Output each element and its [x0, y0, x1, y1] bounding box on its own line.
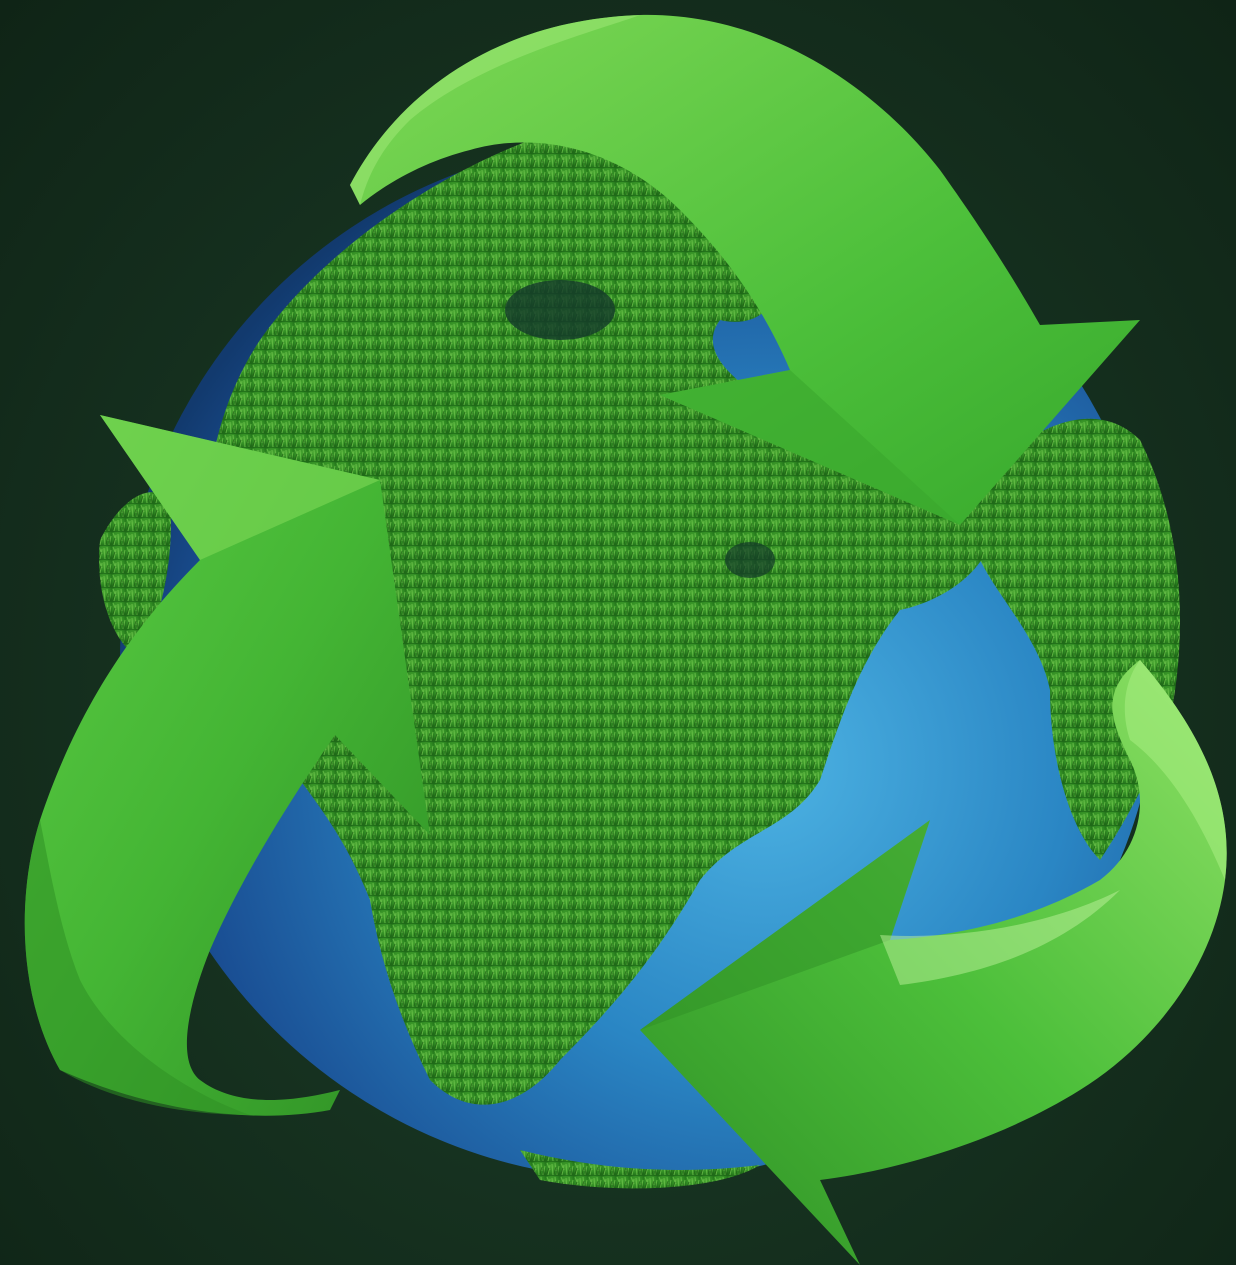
recycle-arrow-icon: [640, 660, 1227, 1265]
recycle-arrow-icon: [24, 415, 431, 1116]
recycle-arrow-icon: [350, 14, 1140, 526]
